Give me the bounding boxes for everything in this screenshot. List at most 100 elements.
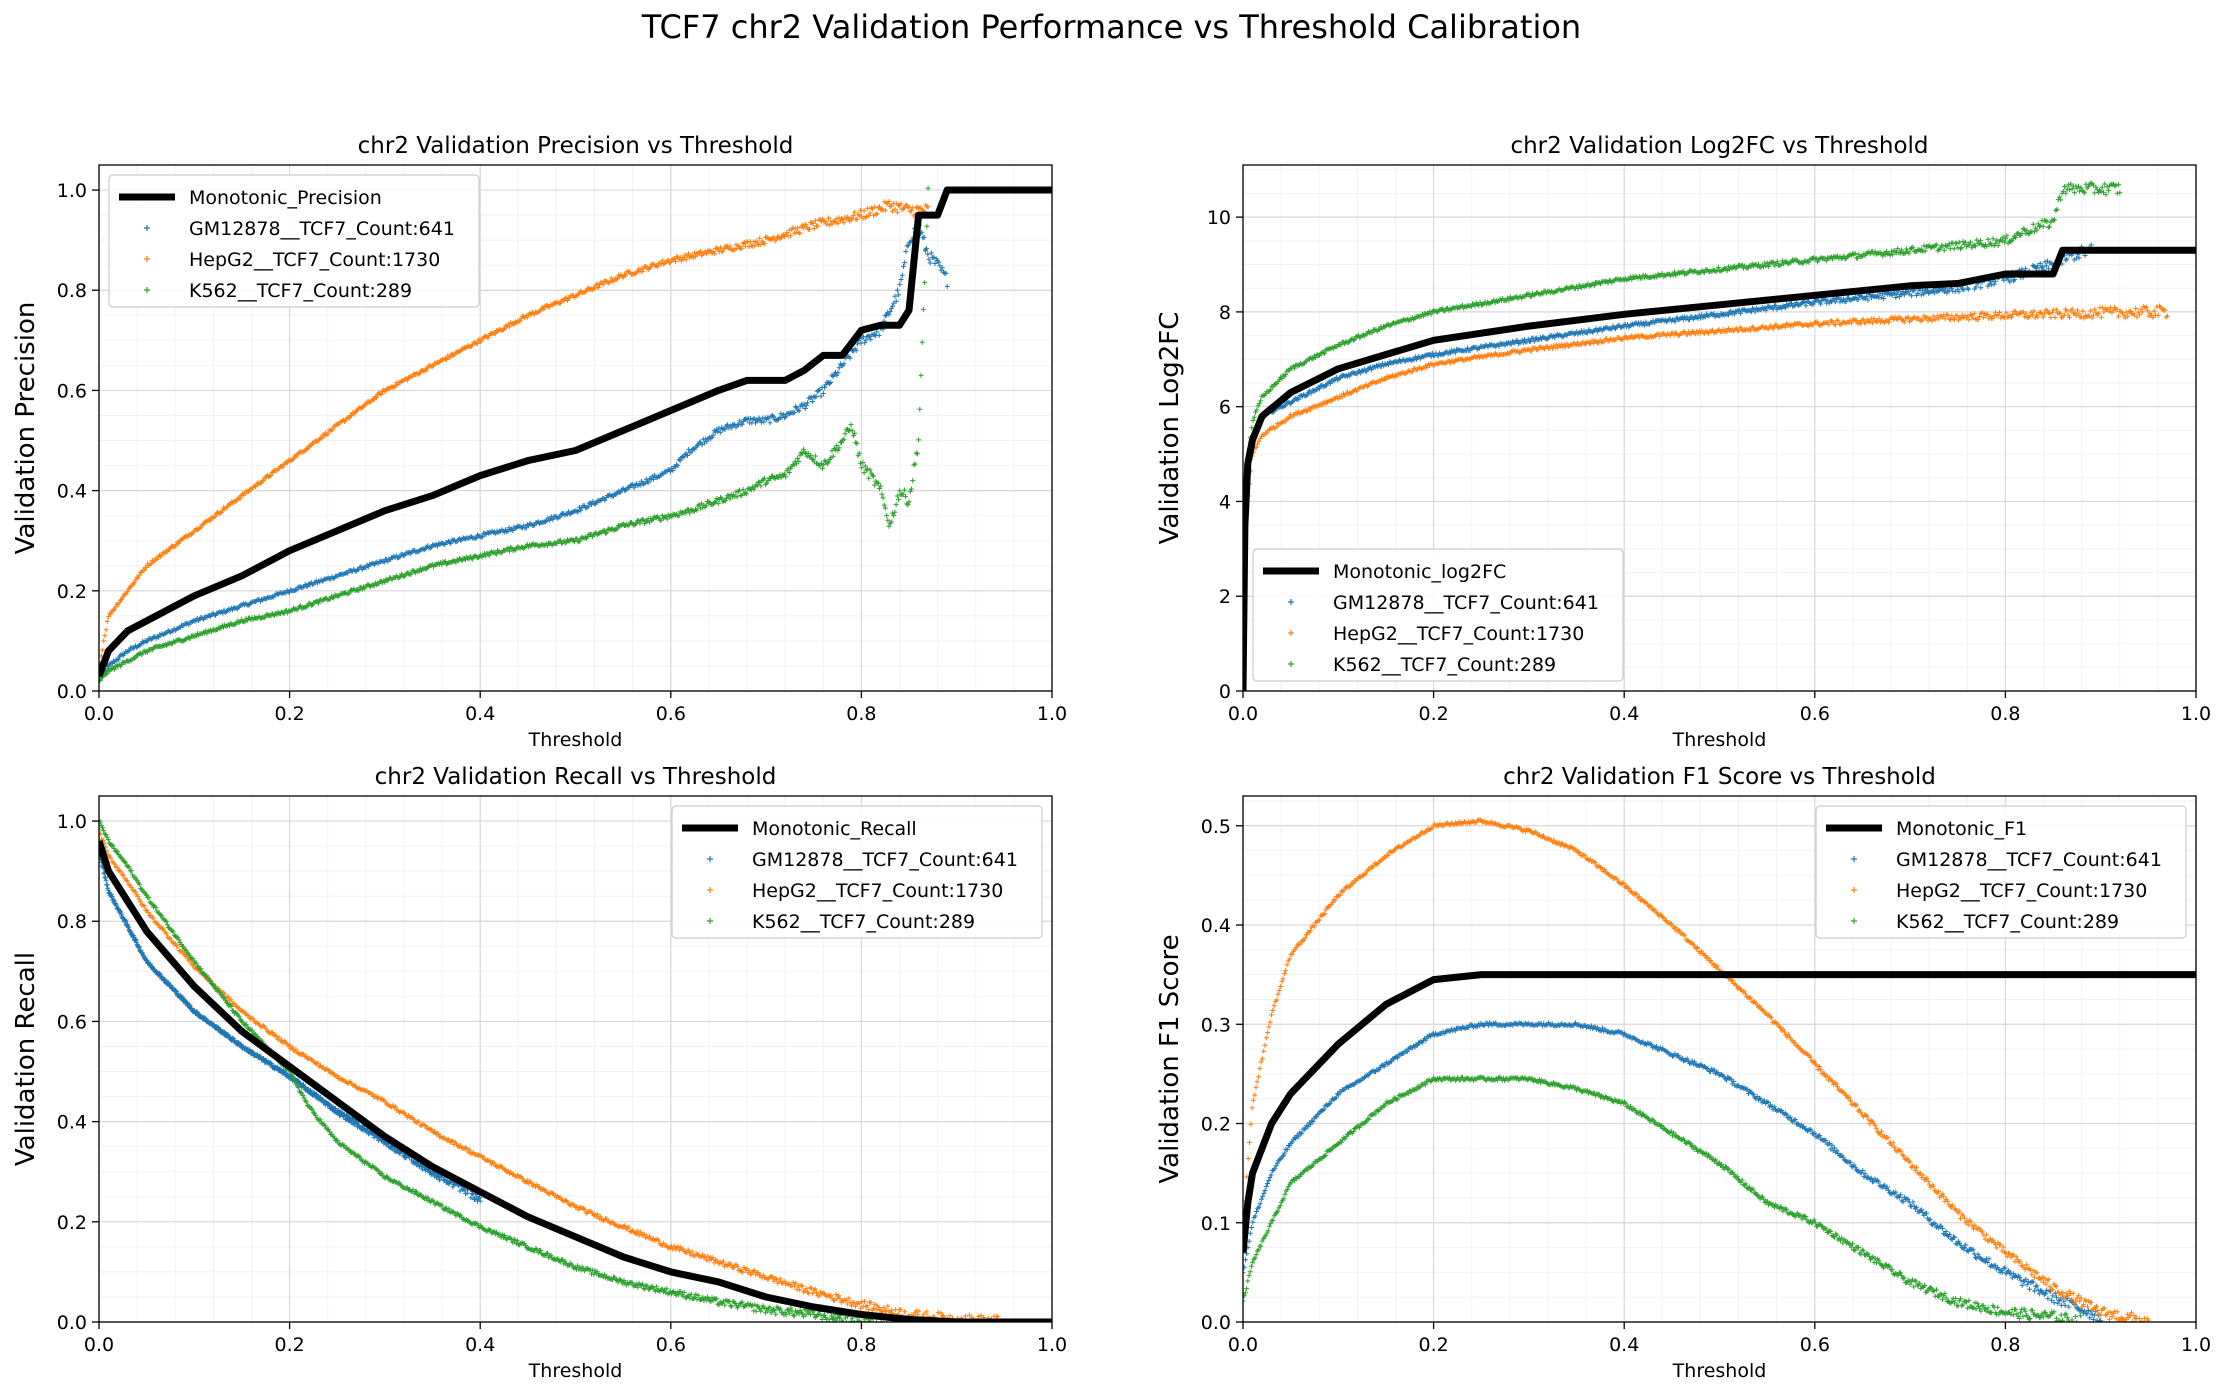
data-point (824, 221, 830, 227)
data-point (924, 223, 930, 229)
data-point (1958, 246, 1963, 252)
data-point (100, 647, 106, 653)
data-point (267, 473, 273, 479)
data-point (706, 499, 712, 505)
data-point (862, 463, 868, 469)
y-tick-label: 0.8 (57, 280, 87, 302)
data-point (871, 473, 876, 479)
data-point (604, 530, 610, 536)
data-point (261, 477, 267, 483)
data-point (304, 604, 310, 610)
data-point (715, 428, 721, 434)
x-axis-label: Threshold (1672, 729, 1767, 751)
data-point (2030, 221, 2036, 227)
data-point (922, 280, 928, 286)
data-point (801, 446, 807, 452)
data-point (356, 588, 362, 594)
data-point (1966, 242, 1972, 248)
data-point (1916, 315, 1922, 321)
data-point (516, 319, 522, 325)
data-point (907, 488, 913, 494)
data-point (758, 483, 764, 489)
data-point (1941, 289, 1947, 295)
data-point (397, 554, 403, 560)
x-tick-label: 0.2 (1418, 703, 1448, 725)
data-point (1956, 289, 1962, 295)
data-point (1965, 313, 1971, 319)
data-point (1954, 313, 1960, 319)
data-point (1724, 329, 1730, 335)
data-point (1256, 401, 1262, 407)
data-point (1559, 341, 1565, 347)
data-point (2131, 312, 2137, 318)
data-point (888, 519, 894, 525)
y-tick-label: 0.8 (57, 911, 87, 933)
data-point (1764, 260, 1770, 266)
data-point (797, 230, 803, 236)
data-point (492, 331, 498, 337)
data-point (1873, 294, 1879, 300)
data-point (1359, 367, 1365, 373)
data-point (691, 250, 697, 256)
data-point (106, 614, 111, 620)
data-point (745, 239, 751, 245)
data-point (1969, 312, 1975, 318)
x-tick-label: 0.0 (1228, 703, 1258, 725)
data-point (101, 638, 107, 644)
data-point (812, 394, 818, 400)
data-point (2101, 189, 2106, 195)
data-point (125, 589, 130, 595)
data-point (714, 496, 720, 501)
data-point (2137, 312, 2143, 318)
data-point (447, 354, 453, 360)
y-tick-label: 1.0 (57, 811, 87, 833)
data-point (720, 248, 726, 254)
data-point (2162, 307, 2168, 313)
data-point (2106, 188, 2111, 194)
data-point (643, 476, 649, 482)
data-point (858, 460, 863, 466)
data-point (1956, 317, 1961, 323)
data-point (1442, 308, 1448, 314)
data-point (2094, 187, 2100, 192)
data-point (423, 566, 429, 572)
data-point (1968, 239, 1973, 245)
data-point (1305, 408, 1311, 414)
data-point (2078, 185, 2084, 191)
data-point (2042, 259, 2048, 265)
data-point (225, 1032, 231, 1038)
data-point (802, 406, 808, 411)
data-point (1724, 268, 1730, 273)
data-point (852, 209, 858, 215)
data-point (1899, 247, 1904, 253)
data-point (784, 230, 790, 236)
data-point (796, 459, 802, 464)
data-point (927, 260, 933, 266)
data-point (1255, 441, 1260, 447)
data-point (331, 595, 337, 601)
x-tick-label: 0.4 (465, 1334, 495, 1356)
data-point (2125, 313, 2131, 319)
data-point (892, 293, 898, 299)
data-point (293, 454, 299, 460)
data-point (863, 337, 869, 343)
data-point (2164, 313, 2170, 319)
data-point (1929, 318, 1935, 324)
data-point (103, 874, 108, 880)
data-point (903, 494, 909, 500)
data-point (1960, 238, 1966, 244)
data-point (712, 429, 718, 435)
data-point (2069, 186, 2075, 192)
data-point (614, 525, 620, 531)
data-point (622, 272, 627, 278)
data-point (99, 677, 103, 683)
data-point (681, 454, 687, 460)
data-point (722, 426, 728, 432)
data-point (677, 458, 683, 464)
data-point (421, 547, 427, 553)
data-point (861, 208, 867, 214)
data-point (1867, 319, 1873, 325)
data-point (1941, 247, 1947, 253)
data-point (900, 491, 906, 497)
